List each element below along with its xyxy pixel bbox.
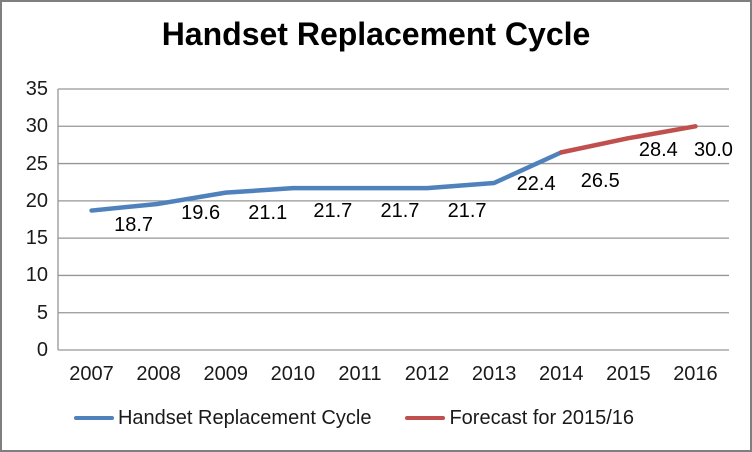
x-axis-label: 2008	[136, 363, 181, 385]
x-axis-label: 2015	[606, 363, 651, 385]
y-tick-label: 20	[25, 189, 48, 212]
x-axis-label: 2009	[203, 363, 249, 385]
data-label: 19.6	[181, 202, 221, 224]
data-label: 26.5	[580, 170, 620, 192]
y-tick-label: 15	[25, 227, 48, 250]
x-axis-label: 2014	[539, 363, 584, 385]
chart-title: Handset Replacement Cycle	[161, 16, 591, 52]
x-axis-label: 2007	[69, 363, 114, 385]
data-label: 22.4	[516, 173, 556, 195]
data-label: 18.7	[114, 214, 154, 236]
legend-line-swatch-actual	[73, 416, 114, 420]
legend-line-swatch-forecast	[405, 416, 446, 420]
x-axis-label: 2012	[404, 363, 450, 385]
legend-label-actual: Handset Replacement Cycle	[117, 407, 372, 429]
legend-label-forecast: Forecast for 2015/16	[449, 407, 635, 429]
y-tick-label: 30	[25, 115, 48, 138]
y-tick-label: 0	[36, 339, 48, 361]
data-label: 21.7	[313, 200, 353, 222]
legend-item-actual: Handset Replacement Cycle	[73, 406, 372, 430]
x-axis-label: 2011	[338, 363, 382, 385]
y-tick-label: 35	[25, 78, 48, 100]
y-tick-label: 25	[25, 152, 48, 175]
legend: Handset Replacement Cycle Forecast for 2…	[2, 406, 728, 430]
data-label: 21.1	[248, 202, 288, 224]
legend-item-forecast: Forecast for 2015/16	[405, 406, 634, 430]
y-tick-label: 5	[36, 301, 48, 324]
x-axis-label: 2010	[270, 363, 316, 385]
data-label: 21.7	[380, 200, 420, 222]
data-label: 21.7	[447, 200, 487, 222]
x-axis-label: 2016	[673, 363, 718, 385]
x-axis-label: 2013	[471, 363, 517, 385]
data-label: 30.0	[693, 139, 733, 161]
data-label: 28.4	[638, 139, 678, 161]
y-tick-label: 10	[25, 264, 48, 287]
